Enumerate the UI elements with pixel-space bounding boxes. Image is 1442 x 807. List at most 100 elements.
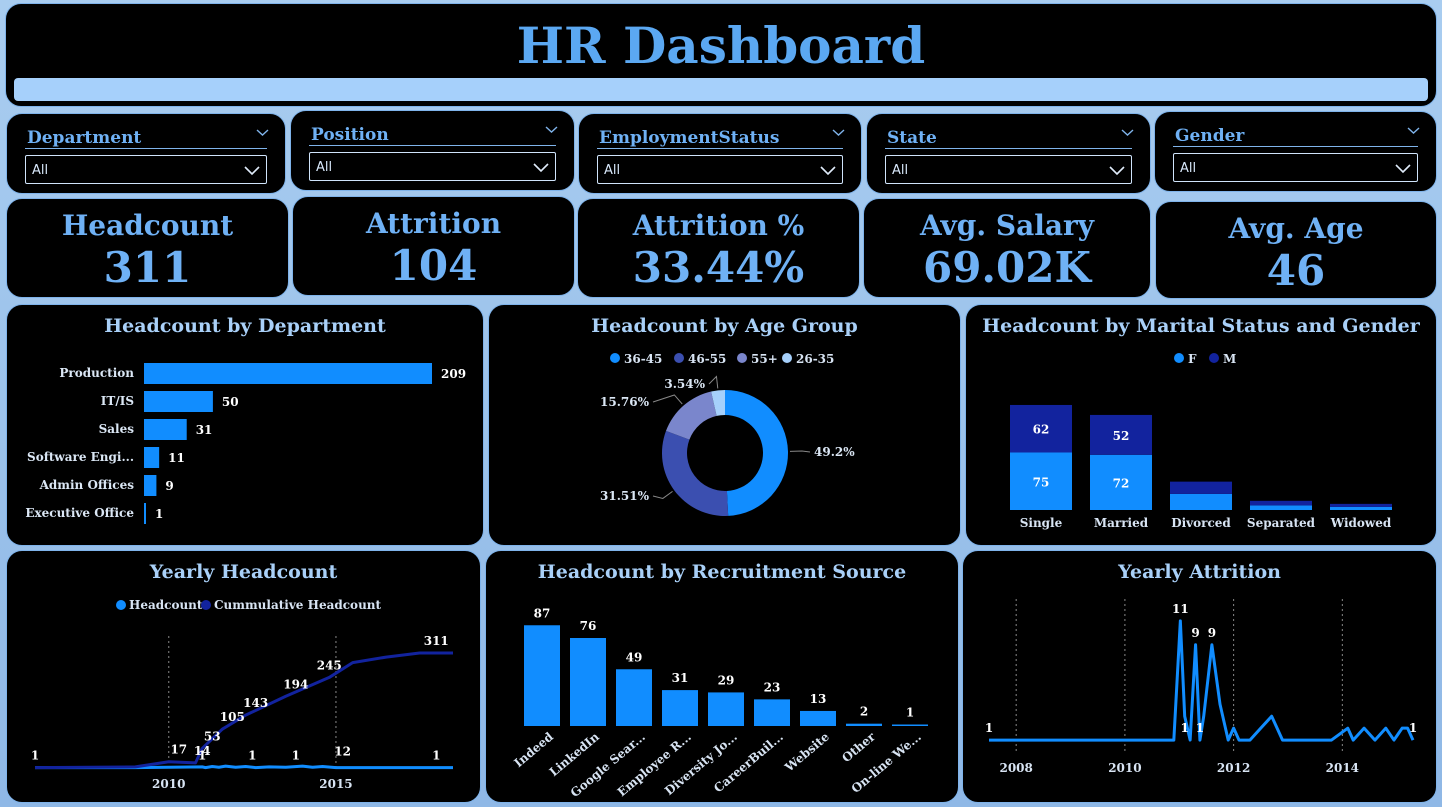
kpi-value: 46 — [1266, 246, 1326, 295]
kpi-label: Attrition % — [632, 209, 805, 242]
data-label: 12 — [334, 745, 351, 759]
slicer-value: All — [1180, 161, 1197, 176]
x-tick-label: Other — [839, 729, 878, 765]
slicer-dropdown[interactable]: All — [25, 155, 267, 184]
panel-headcount-by-department: Headcount by Department Production 209 IT/… — [6, 304, 484, 546]
x-tick-label: Indeed — [511, 729, 556, 770]
bar-segment — [1170, 493, 1232, 510]
slicer-gender[interactable]: Gender All — [1154, 111, 1437, 192]
chart-title: Headcount by Department — [104, 315, 386, 337]
chevron-down-icon[interactable] — [256, 126, 269, 139]
data-label: 31 — [196, 423, 213, 437]
data-label: 13 — [810, 692, 827, 706]
chevron-down-icon[interactable] — [1395, 161, 1411, 175]
kpi-value: 33.44% — [632, 243, 805, 292]
kpi-label: Headcount — [61, 209, 234, 242]
leader-line — [652, 394, 683, 405]
page-title: HR Dashboard — [516, 16, 926, 75]
legend-label: F — [1188, 352, 1197, 366]
slicer-value: All — [892, 163, 909, 178]
kpi-attrition-percent: Attrition % 33.44% — [577, 198, 860, 298]
kpi-avg-salary: Avg. Salary 69.02K — [863, 198, 1151, 298]
data-label: 1 — [155, 507, 163, 521]
panel-yearly-headcount: Yearly Headcount 2010 2015 Headcount Cummul… — [6, 550, 481, 803]
legend-label: Headcount — [129, 598, 203, 612]
legend-swatch — [116, 600, 126, 610]
series-line — [34, 651, 453, 770]
headcount-by-age-group-chart: 36-45 46-55 55+ 26-35 49.2% 31.51% 15.76% 3.54% — [600, 352, 855, 516]
chevron-down-icon[interactable] — [545, 123, 558, 136]
chevron-down-icon[interactable] — [1109, 163, 1125, 177]
chevron-down-icon[interactable] — [832, 126, 845, 139]
data-label: 311 — [424, 634, 449, 648]
chevron-down-icon[interactable] — [1407, 124, 1420, 137]
bar — [144, 391, 213, 412]
donut-slice — [711, 390, 725, 416]
bar-segment — [1250, 505, 1312, 510]
bar-segment — [1090, 414, 1152, 455]
bar — [708, 692, 744, 726]
chevron-down-icon[interactable] — [820, 163, 836, 177]
legend-swatch — [1209, 353, 1219, 363]
slicer-dropdown[interactable]: All — [597, 155, 843, 184]
bar-segment — [1330, 506, 1392, 510]
donut-slice — [666, 391, 717, 440]
bar-segment — [1010, 404, 1072, 453]
slicer-position[interactable]: Position All — [290, 110, 575, 191]
data-label: 245 — [317, 658, 342, 672]
slicer-state[interactable]: State All — [866, 113, 1151, 194]
data-label: 3.54% — [664, 377, 705, 391]
x-tick-label: Married — [1094, 516, 1149, 530]
data-label: 76 — [580, 619, 597, 633]
data-label: 62 — [1033, 423, 1050, 437]
slicer-value: All — [604, 163, 621, 178]
slicer-dropdown[interactable]: All — [309, 152, 556, 181]
bar — [144, 447, 160, 468]
bar — [144, 363, 432, 384]
title-underline-bar — [14, 78, 1428, 101]
slicer-dropdown[interactable]: All — [885, 155, 1132, 184]
slicer-label: Gender — [1175, 126, 1245, 146]
slicer-dropdown[interactable]: All — [1173, 153, 1418, 182]
data-label: 53 — [204, 729, 221, 743]
legend-label: 55+ — [751, 352, 778, 366]
bar — [570, 638, 606, 726]
chevron-down-icon[interactable] — [533, 160, 549, 174]
kpi-avg-age: Avg. Age 46 — [1155, 201, 1437, 299]
kpi-attrition: Attrition 104 — [292, 196, 575, 296]
x-tick-label: 2010 — [1108, 761, 1141, 775]
bar — [144, 503, 146, 524]
legend-swatch — [782, 353, 792, 363]
kpi-value: 104 — [389, 241, 478, 290]
data-label: 1 — [985, 721, 993, 735]
chevron-down-icon[interactable] — [1121, 126, 1134, 139]
bar-segment — [1170, 481, 1232, 494]
slicer-divider — [597, 148, 843, 149]
legend-label: 46-55 — [688, 352, 726, 366]
data-label: 105 — [220, 710, 245, 724]
slicer-label: State — [887, 128, 937, 148]
bar — [800, 710, 836, 726]
slicer-employment-status[interactable]: EmploymentStatus All — [578, 113, 862, 194]
panel-headcount-by-age-group: Headcount by Age Group 36-45 46-55 55+ 26-3… — [488, 304, 961, 546]
data-label: 1 — [1181, 721, 1189, 735]
data-label: 1 — [906, 706, 914, 720]
x-tick-label: 2015 — [319, 777, 352, 791]
data-label: 1 — [1196, 721, 1204, 735]
chevron-down-icon[interactable] — [244, 163, 260, 177]
legend-label: M — [1223, 352, 1236, 366]
kpi-label: Avg. Salary — [919, 209, 1095, 242]
kpi-headcount: Headcount 311 — [6, 198, 289, 298]
data-label: 1 — [198, 749, 206, 763]
legend-swatch — [1174, 353, 1184, 363]
bar-segment — [1090, 454, 1152, 510]
data-label: 1 — [432, 749, 440, 763]
slicer-divider — [25, 148, 267, 149]
slicer-department[interactable]: Department All — [6, 113, 286, 194]
donut-slice — [725, 390, 789, 516]
legend-swatch — [610, 353, 620, 363]
chart-title: Headcount by Marital Status and Gender — [982, 315, 1420, 337]
x-tick-label: Divorced — [1171, 516, 1231, 530]
kpi-value: 311 — [103, 243, 192, 292]
